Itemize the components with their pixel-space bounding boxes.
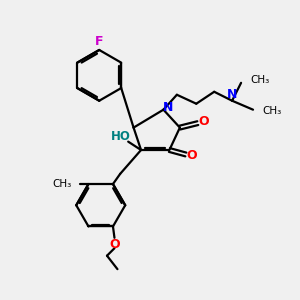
- Text: O: O: [198, 115, 209, 128]
- Text: N: N: [227, 88, 237, 101]
- Text: F: F: [95, 34, 103, 47]
- Text: CH₃: CH₃: [250, 75, 270, 85]
- Text: O: O: [109, 238, 120, 251]
- Text: O: O: [187, 149, 197, 163]
- Text: CH₃: CH₃: [52, 179, 72, 189]
- Text: N: N: [163, 101, 174, 114]
- Text: HO: HO: [111, 130, 131, 143]
- Text: CH₃: CH₃: [262, 106, 282, 116]
